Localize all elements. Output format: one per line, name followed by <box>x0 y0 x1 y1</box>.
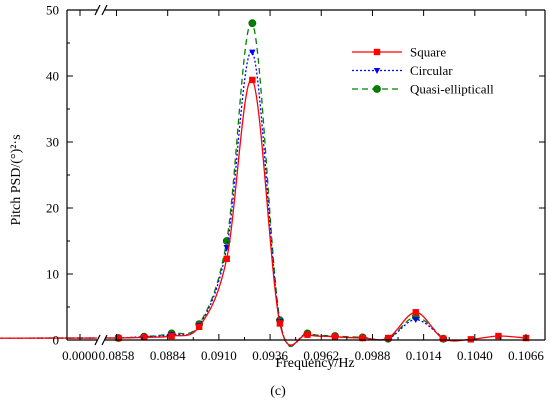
x-tick-label: 0.1014 <box>406 348 442 363</box>
plot-background <box>67 10 545 340</box>
y-tick-label: 40 <box>46 69 59 84</box>
x-tick-label: 0.0884 <box>150 348 186 363</box>
legend-marker-circular <box>373 67 381 75</box>
legend-item-square: Square <box>352 45 446 60</box>
legend-marker-square <box>373 48 381 56</box>
top-axis-break-gap <box>97 6 105 14</box>
x-tick-label: 0.0962 <box>303 348 339 363</box>
axis-break-slash <box>101 334 108 346</box>
bottom-axis-break-gap <box>97 336 105 344</box>
axis-break-slash <box>94 334 101 346</box>
data-point-square <box>223 255 230 263</box>
axes-layer: 0.0000 0.0858 0.0884 0.0910 0.0936 0.0962 0.09… <box>46 3 546 363</box>
data-point-square <box>249 76 256 84</box>
x-tick-label: 0.0858 <box>99 348 135 363</box>
data-point-square <box>304 331 311 338</box>
y-tick-label: 20 <box>46 201 59 216</box>
legend-item-quasi-ellipticall: Quasi-ellipticall <box>352 82 494 97</box>
x-axis-title: Frequency/Hz <box>275 356 354 371</box>
data-point-circular <box>412 316 419 324</box>
data-point-square <box>384 334 392 342</box>
data-point-quasi-ellipticall <box>248 19 257 28</box>
plot-area <box>67 10 545 340</box>
y-tick-label: 30 <box>46 135 59 150</box>
data-point-square <box>440 335 447 342</box>
data-point-square <box>467 336 475 343</box>
data-point-square <box>331 333 339 340</box>
panel-label: (c) <box>270 384 286 399</box>
y-tick-label: 10 <box>46 267 59 282</box>
axis-break-slash <box>94 4 101 16</box>
data-point-square <box>495 332 502 340</box>
x-tick-label: 0.0936 <box>252 348 288 363</box>
data-point-square <box>359 334 366 342</box>
legend-label-circular: Circular <box>410 63 453 78</box>
y-axis-title: Pitch PSD/(°)²·s <box>9 134 24 225</box>
axis-break-slash <box>101 4 108 16</box>
data-point-circular <box>249 49 256 56</box>
x-tick-label: 0.0988 <box>355 348 391 363</box>
data-point-square <box>195 323 203 330</box>
x-tick-label: 0.1066 <box>508 348 544 363</box>
legend-item-circular: Circular <box>352 63 453 78</box>
x-tick-label: 0.1040 <box>457 348 493 363</box>
x-tick-label: 0.0910 <box>201 348 237 363</box>
series-line-quasi-ellipticall <box>118 22 444 348</box>
data-point-square <box>276 320 284 327</box>
legend-label-quasi-ellipticall: Quasi-ellipticall <box>410 82 494 97</box>
data-point-square <box>115 334 122 342</box>
y-tick-label: 0 <box>53 333 60 348</box>
legend: Square Circular Quasi-ellipticall <box>352 45 494 97</box>
data-point-square <box>168 332 175 340</box>
legend-label-square: Square <box>410 45 446 60</box>
y-tick-label: 50 <box>46 3 59 18</box>
legend-marker-quasi-ellipticall <box>373 85 381 93</box>
data-point-square <box>412 309 419 316</box>
x-tick-label: 0.0000 <box>62 348 98 363</box>
series-line-circular <box>118 51 444 347</box>
data-point-square <box>140 334 148 341</box>
